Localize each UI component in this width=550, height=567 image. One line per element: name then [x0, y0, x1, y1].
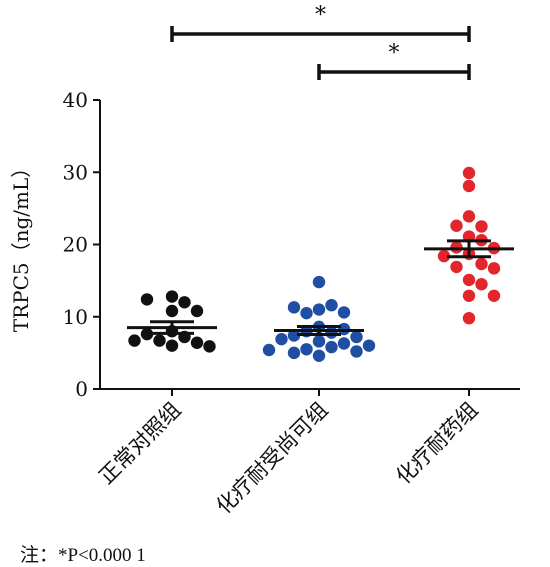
- x-tick-label: 化疗耐药组: [391, 398, 482, 489]
- data-point: [312, 335, 326, 348]
- data-point: [262, 343, 276, 357]
- y-tick-label: 20: [63, 233, 88, 257]
- data-point: [325, 340, 338, 354]
- data-point: [462, 166, 476, 180]
- data-point: [325, 298, 338, 312]
- data-point: [153, 334, 166, 347]
- data-point: [462, 289, 476, 302]
- data-point: [462, 210, 476, 223]
- x-tick-label: 化疗耐受尚可组: [212, 398, 333, 519]
- mean-sem-bars: [127, 239, 514, 336]
- y-tick-label: 0: [75, 377, 88, 401]
- significance-label: *: [315, 3, 326, 28]
- data-point: [487, 289, 501, 302]
- data-point: [190, 336, 204, 349]
- data-point: [203, 340, 216, 353]
- data-point: [475, 220, 488, 233]
- data-points: [128, 166, 501, 362]
- data-point: [462, 311, 476, 325]
- data-point: [300, 306, 313, 320]
- data-point: [337, 337, 351, 350]
- data-point: [350, 330, 363, 344]
- data-point: [462, 273, 476, 287]
- data-point: [300, 343, 313, 356]
- significance-brackets: **: [170, 3, 471, 80]
- data-point: [337, 306, 351, 319]
- data-point: [350, 345, 363, 358]
- data-point: [165, 339, 179, 352]
- data-point: [450, 219, 463, 232]
- data-point: [312, 303, 326, 316]
- data-point: [140, 293, 154, 306]
- y-tick-label: 30: [63, 160, 88, 184]
- y-axis-label: TRPC5（ng/mL）: [9, 158, 33, 333]
- data-point: [190, 304, 204, 318]
- data-point: [437, 249, 451, 263]
- data-point: [462, 179, 476, 193]
- data-point: [312, 349, 326, 362]
- footnote: 注：*P<0.000 1: [20, 545, 146, 566]
- data-point: [312, 275, 326, 289]
- data-point: [178, 296, 191, 309]
- data-point: [140, 327, 154, 341]
- data-point: [287, 346, 301, 360]
- data-point: [165, 304, 179, 318]
- data-point: [325, 326, 338, 339]
- data-point: [287, 301, 301, 314]
- data-point: [287, 329, 301, 342]
- data-point: [450, 260, 463, 274]
- y-tick-label: 40: [63, 88, 88, 112]
- data-point: [475, 278, 488, 291]
- data-point: [487, 262, 501, 275]
- significance-label: *: [389, 41, 400, 66]
- y-tick-label: 10: [63, 305, 88, 329]
- data-point: [275, 332, 288, 346]
- data-point: [165, 290, 179, 303]
- x-tick-label: 正常对照组: [94, 398, 185, 489]
- data-point: [362, 339, 376, 352]
- data-point: [128, 334, 141, 347]
- data-point: [475, 257, 488, 271]
